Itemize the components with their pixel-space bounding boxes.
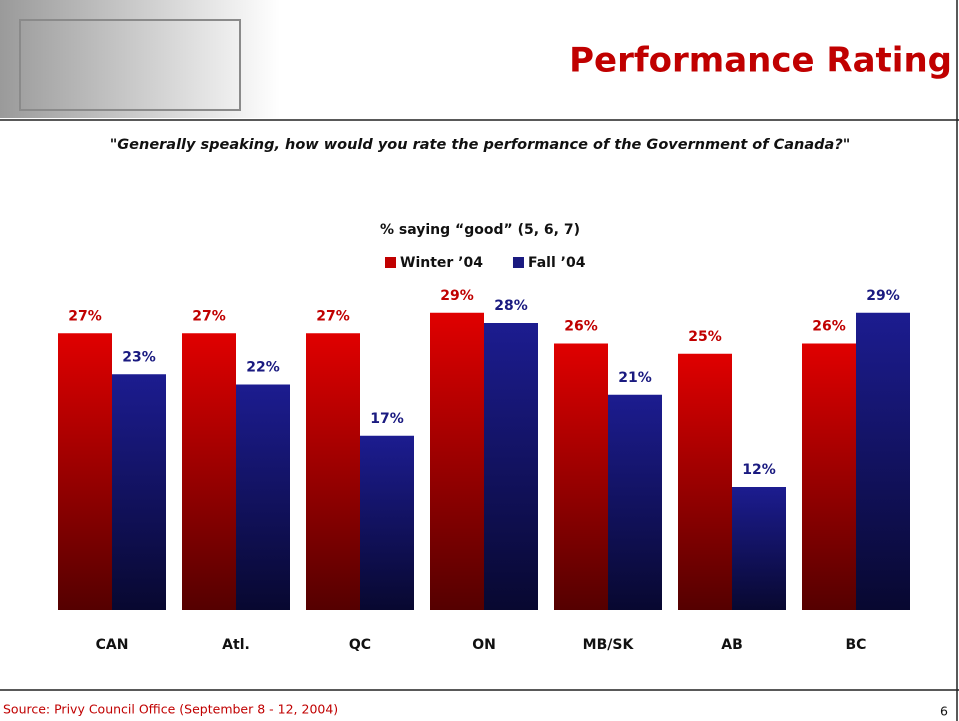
bar <box>802 344 856 611</box>
x-tick-label: AB <box>721 637 743 653</box>
value-label: 21% <box>618 370 652 386</box>
value-label: 22% <box>246 360 280 376</box>
header-image <box>0 0 280 118</box>
source: Source: Privy Council Office (September … <box>3 702 338 717</box>
slide: Performance Rating "Generally speaking, … <box>0 0 959 721</box>
bar <box>182 333 236 610</box>
value-label: 27% <box>68 308 102 324</box>
value-label: 23% <box>122 349 156 365</box>
value-label: 26% <box>564 319 598 335</box>
legend-label: Winter ’04 <box>400 255 483 271</box>
bar <box>360 436 414 610</box>
page-number: 6 <box>940 704 948 719</box>
value-label: 12% <box>742 462 776 478</box>
slide-title: Performance Rating <box>569 41 952 81</box>
x-tick-label: MB/SK <box>583 637 635 653</box>
legend-swatch <box>513 257 524 268</box>
value-label: 26% <box>812 319 846 335</box>
x-tick-label: CAN <box>96 637 129 653</box>
question: "Generally speaking, how would you rate … <box>110 137 851 153</box>
value-label: 17% <box>370 411 404 427</box>
bar <box>58 333 112 610</box>
bar <box>430 313 484 610</box>
x-tick-label: QC <box>349 637 371 653</box>
bar <box>236 385 290 611</box>
bar <box>554 344 608 611</box>
legend-label: Fall ’04 <box>528 255 586 271</box>
bar <box>608 395 662 610</box>
x-tick-label: ON <box>472 637 496 653</box>
x-tick-label: Atl. <box>222 637 250 653</box>
value-label: 29% <box>866 288 900 304</box>
bar <box>306 333 360 610</box>
bar <box>484 323 538 610</box>
value-label: 27% <box>316 308 350 324</box>
bar <box>678 354 732 610</box>
x-tick-label: BC <box>846 637 867 653</box>
chart-title: % saying “good” (5, 6, 7) <box>380 222 580 238</box>
value-label: 27% <box>192 308 226 324</box>
legend-swatch <box>385 257 396 268</box>
bar <box>856 313 910 610</box>
bar <box>732 487 786 610</box>
value-label: 28% <box>494 298 528 314</box>
value-label: 25% <box>688 329 722 345</box>
bar <box>112 374 166 610</box>
value-label: 29% <box>440 288 474 304</box>
